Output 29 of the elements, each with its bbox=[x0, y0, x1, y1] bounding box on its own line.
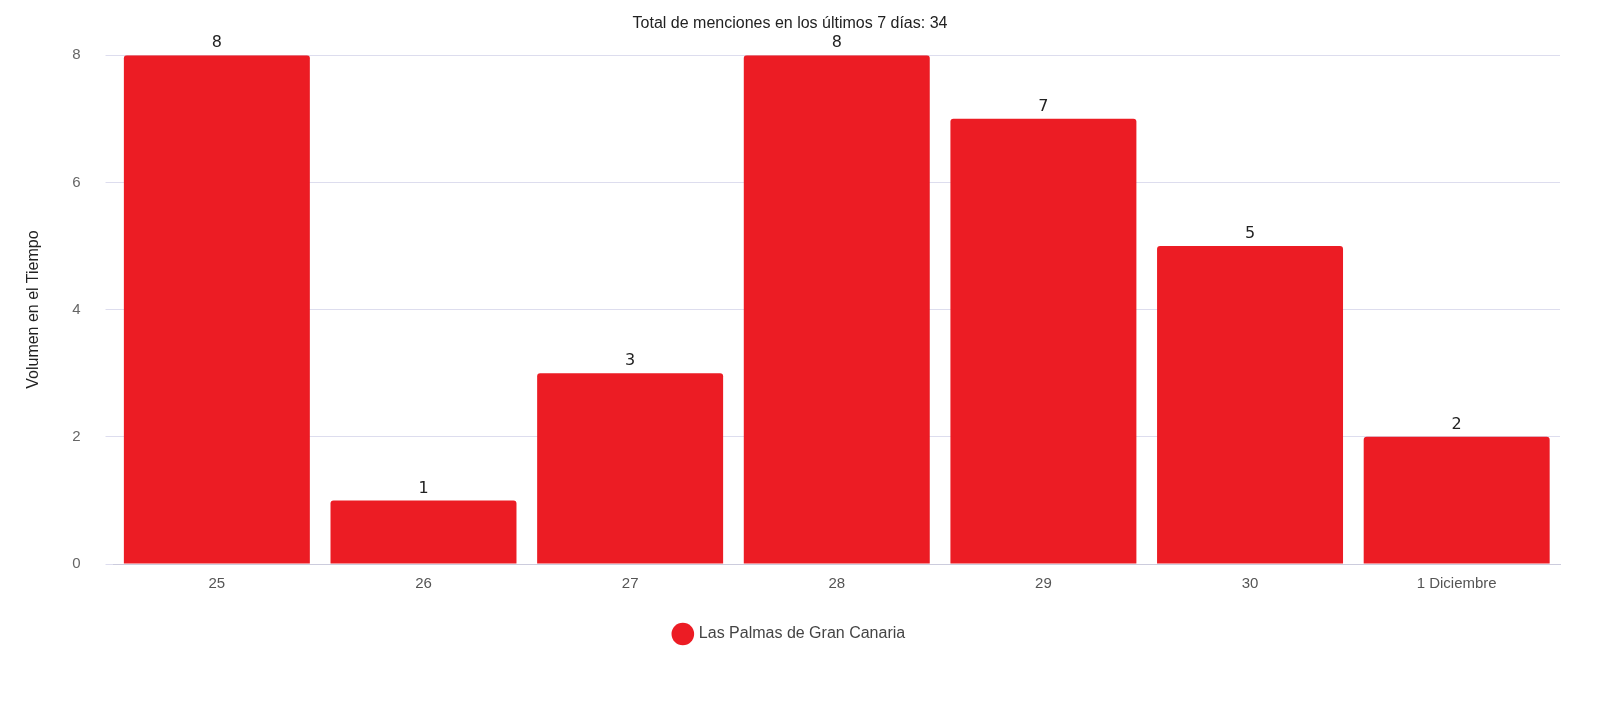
x-tick-label: 30 bbox=[1241, 574, 1259, 592]
x-tick-label: 29 bbox=[1035, 574, 1052, 592]
x-tick-label: 26 bbox=[415, 574, 432, 592]
bar bbox=[1157, 246, 1344, 564]
bar bbox=[123, 55, 310, 564]
x-tick-label: 28 bbox=[828, 574, 846, 592]
x-tick-label: 1 Diciembre bbox=[1416, 574, 1497, 592]
bar bbox=[950, 118, 1137, 564]
bar bbox=[537, 373, 724, 564]
data-label: 3 bbox=[625, 350, 636, 370]
bar bbox=[330, 500, 517, 564]
y-tick-label: 2 bbox=[72, 426, 81, 444]
y-tick-label: 8 bbox=[72, 45, 81, 63]
y-axis-title: Volumen en el Tiempo bbox=[24, 230, 42, 389]
y-tick-label: 4 bbox=[72, 299, 81, 317]
legend-label: Las Palmas de Gran Canaria bbox=[698, 624, 906, 642]
data-label: 8 bbox=[831, 32, 842, 52]
x-tick-label: 25 bbox=[208, 574, 226, 592]
data-label: 7 bbox=[1038, 95, 1049, 115]
bar bbox=[743, 55, 930, 564]
bar bbox=[1363, 436, 1550, 564]
data-label: 2 bbox=[1451, 413, 1462, 433]
y-tick-label: 6 bbox=[72, 172, 81, 190]
data-label: 5 bbox=[1244, 223, 1256, 243]
y-tick-label: 0 bbox=[72, 554, 81, 572]
chart-title: Total de menciones en los últimos 7 días: 34 bbox=[632, 14, 948, 32]
data-label: 1 bbox=[418, 477, 429, 497]
x-tick-label: 27 bbox=[621, 574, 639, 592]
data-label: 8 bbox=[211, 32, 222, 52]
